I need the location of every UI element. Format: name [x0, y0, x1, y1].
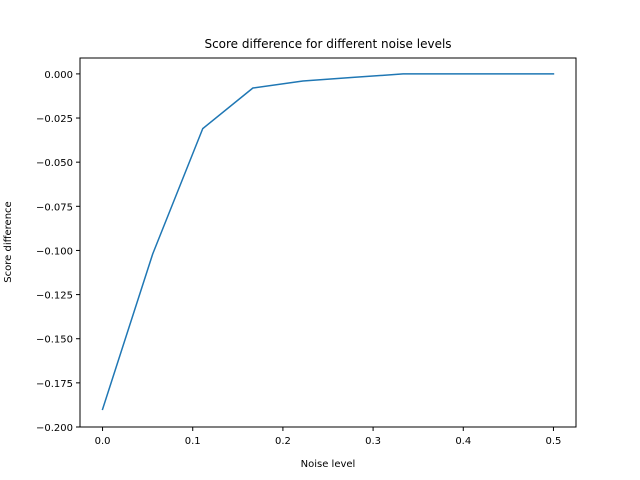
- y-tick-label: 0.000: [44, 70, 73, 81]
- y-tick-label: −0.200: [36, 423, 73, 434]
- axes-frame: [79, 57, 577, 428]
- y-axis: 0.000 −0.025 −0.050 −0.075 −0.100 −0.125 −0.15…: [36, 70, 80, 434]
- x-axis-label: Noise level: [301, 459, 356, 470]
- y-axis-label: Score difference: [3, 201, 14, 282]
- y-tick-label: −0.125: [36, 291, 73, 302]
- x-axis: 0.0 0.1 0.2 0.3 0.4 0.5: [95, 427, 562, 447]
- y-tick-label: −0.175: [36, 379, 73, 390]
- chart-title: Score difference for different noise lev…: [204, 37, 451, 51]
- y-tick-label: −0.075: [36, 202, 73, 213]
- y-tick-label: −0.100: [36, 246, 73, 257]
- x-tick-label: 0.1: [185, 436, 201, 447]
- x-tick-label: 0.5: [546, 436, 562, 447]
- plot-area: [101, 73, 555, 411]
- series-line: [101, 73, 555, 411]
- x-tick-label: 0.2: [275, 436, 291, 447]
- x-tick-label: 0.0: [95, 436, 111, 447]
- x-tick-label: 0.3: [365, 436, 381, 447]
- y-tick-label: −0.150: [36, 335, 73, 346]
- y-tick-label: −0.025: [36, 114, 73, 125]
- y-tick-label: −0.050: [36, 158, 73, 169]
- x-tick-label: 0.4: [455, 436, 471, 447]
